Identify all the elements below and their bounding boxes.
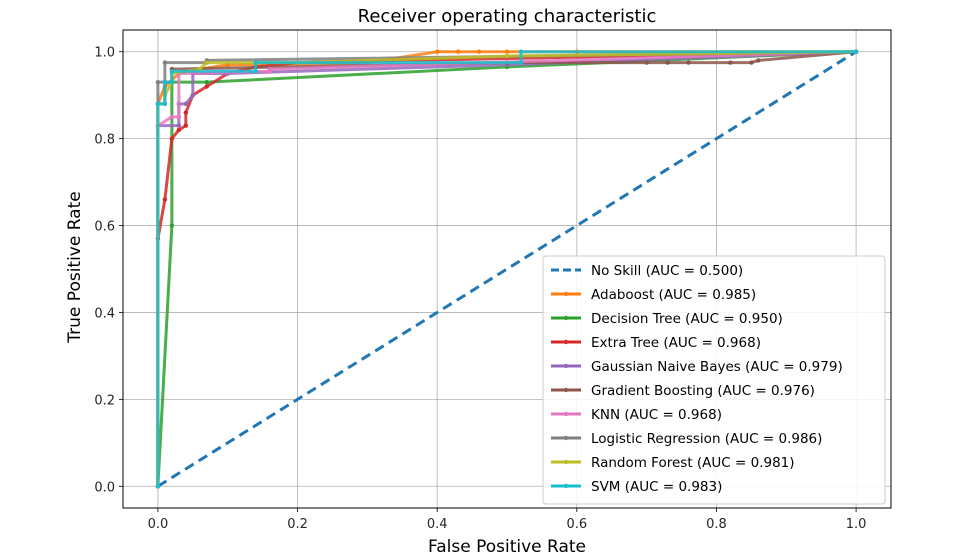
- y-axis-title: True Positive Rate: [65, 191, 85, 343]
- data-point: [169, 114, 175, 120]
- legend-marker: [563, 483, 569, 489]
- legend-label: KNN (AUC = 0.968): [591, 407, 722, 423]
- y-tick-label: 0.4: [94, 306, 115, 321]
- data-point: [518, 49, 524, 54]
- x-tick-label: 1.0: [846, 517, 867, 532]
- legend-marker: [563, 315, 569, 321]
- series-no-skill: [157, 50, 857, 488]
- y-tick-label: 0.2: [94, 393, 115, 408]
- data-point: [504, 49, 510, 54]
- legend-label: Gradient Boosting (AUC = 0.976): [591, 383, 815, 399]
- data-point: [162, 60, 168, 65]
- chart-title: Receiver operating characteristic: [358, 6, 657, 27]
- data-point: [183, 123, 189, 128]
- series-line-decision-tree: [156, 50, 857, 487]
- data-point: [176, 114, 182, 120]
- y-tick-label: 0.6: [94, 220, 115, 235]
- legend-item-gaussian-naive-bayes: Gaussian Naive Bayes (AUC = 0.979): [551, 359, 843, 375]
- data-point: [204, 79, 209, 85]
- data-point: [169, 136, 175, 141]
- data-point: [162, 101, 168, 107]
- plot-frame: [122, 29, 892, 509]
- data-point: [169, 223, 175, 228]
- legend-marker: [563, 291, 569, 297]
- y-axis-ticks: 0.0 0.2 0.4 0.6 0.8 1.0: [94, 46, 123, 495]
- legend-item-decision-tree: Decision Tree (AUC = 0.950): [551, 311, 783, 327]
- data-point: [476, 49, 482, 54]
- data-point: [176, 123, 182, 128]
- y-tick-label: 0.8: [94, 133, 115, 148]
- x-tick-label: 0.6: [566, 517, 587, 532]
- legend-item-random-forest: Random Forest (AUC = 0.981): [551, 455, 795, 471]
- data-point: [665, 60, 670, 65]
- legend-items: No Skill (AUC = 0.500) Adaboost (AUC = 0.…: [551, 263, 843, 495]
- legend-marker: [563, 339, 569, 345]
- series-line-no-skill: [157, 50, 857, 488]
- legend-marker: [563, 459, 569, 465]
- data-point: [176, 127, 182, 133]
- x-tick-label: 0.4: [427, 517, 448, 532]
- data-point: [190, 92, 196, 98]
- data-point: [155, 79, 161, 85]
- data-point: [155, 484, 161, 489]
- x-tick-label: 0.8: [706, 517, 727, 532]
- legend-label: Gaussian Naive Bayes (AUC = 0.979): [591, 359, 843, 375]
- data-point: [434, 49, 440, 54]
- x-axis-ticks: 0.0 0.2 0.4 0.6 0.8 1.0: [148, 508, 867, 532]
- data-point: [455, 49, 461, 54]
- series-svm: [155, 49, 859, 489]
- legend-item-extra-tree: Extra Tree (AUC = 0.968): [551, 335, 761, 351]
- legend-label: Extra Tree (AUC = 0.968): [591, 335, 761, 351]
- data-point: [183, 101, 189, 107]
- legend-label: No Skill (AUC = 0.500): [591, 263, 743, 279]
- legend-label: Logistic Regression (AUC = 0.986): [591, 431, 822, 447]
- x-tick-label: 0.2: [287, 517, 308, 532]
- legend-item-no-skill: No Skill (AUC = 0.500): [551, 263, 743, 279]
- data-point: [253, 60, 258, 65]
- data-point: [253, 69, 258, 74]
- data-point: [518, 60, 524, 65]
- legend-item-adaboost: Adaboost (AUC = 0.985): [551, 287, 756, 303]
- data-point: [267, 66, 272, 72]
- legend-label: SVM (AUC = 0.983): [591, 479, 722, 495]
- x-axis-title: False Positive Rate: [428, 537, 586, 557]
- legend: No Skill (AUC = 0.500) Adaboost (AUC = 0.…: [542, 255, 886, 505]
- data-point: [183, 110, 189, 115]
- data-point: [204, 60, 209, 65]
- series-layer: [155, 49, 859, 489]
- legend-item-knn: KNN (AUC = 0.968): [551, 407, 722, 423]
- legend-marker: [563, 411, 569, 417]
- data-point: [204, 84, 209, 89]
- data-point: [169, 79, 175, 85]
- data-point: [162, 79, 168, 85]
- legend-label: Random Forest (AUC = 0.981): [591, 455, 795, 471]
- y-tick-label: 0.0: [94, 480, 115, 495]
- legend-item-logistic-regression: Logistic Regression (AUC = 0.986): [551, 431, 822, 447]
- legend-item-gradient-boosting: Gradient Boosting (AUC = 0.976): [551, 383, 815, 399]
- data-point: [756, 58, 761, 63]
- legend-marker: [563, 363, 569, 369]
- legend-marker: [563, 387, 569, 393]
- legend-box: [542, 255, 886, 505]
- y-tick-label: 1.0: [94, 46, 115, 61]
- data-point: [162, 197, 168, 202]
- legend-label: Adaboost (AUC = 0.985): [591, 287, 756, 303]
- series-line-gaussian-naive-bayes: [156, 50, 857, 487]
- data-point: [853, 49, 859, 54]
- data-point: [155, 101, 161, 107]
- legend-label: Decision Tree (AUC = 0.950): [591, 311, 783, 327]
- legend-item-svm: SVM (AUC = 0.983): [551, 479, 722, 495]
- data-point: [728, 60, 733, 65]
- data-point: [504, 53, 510, 59]
- data-point: [169, 69, 175, 74]
- data-point: [686, 60, 691, 65]
- legend-marker: [563, 435, 569, 441]
- data-point: [644, 60, 649, 65]
- data-point: [749, 60, 754, 65]
- x-tick-label: 0.0: [148, 517, 169, 532]
